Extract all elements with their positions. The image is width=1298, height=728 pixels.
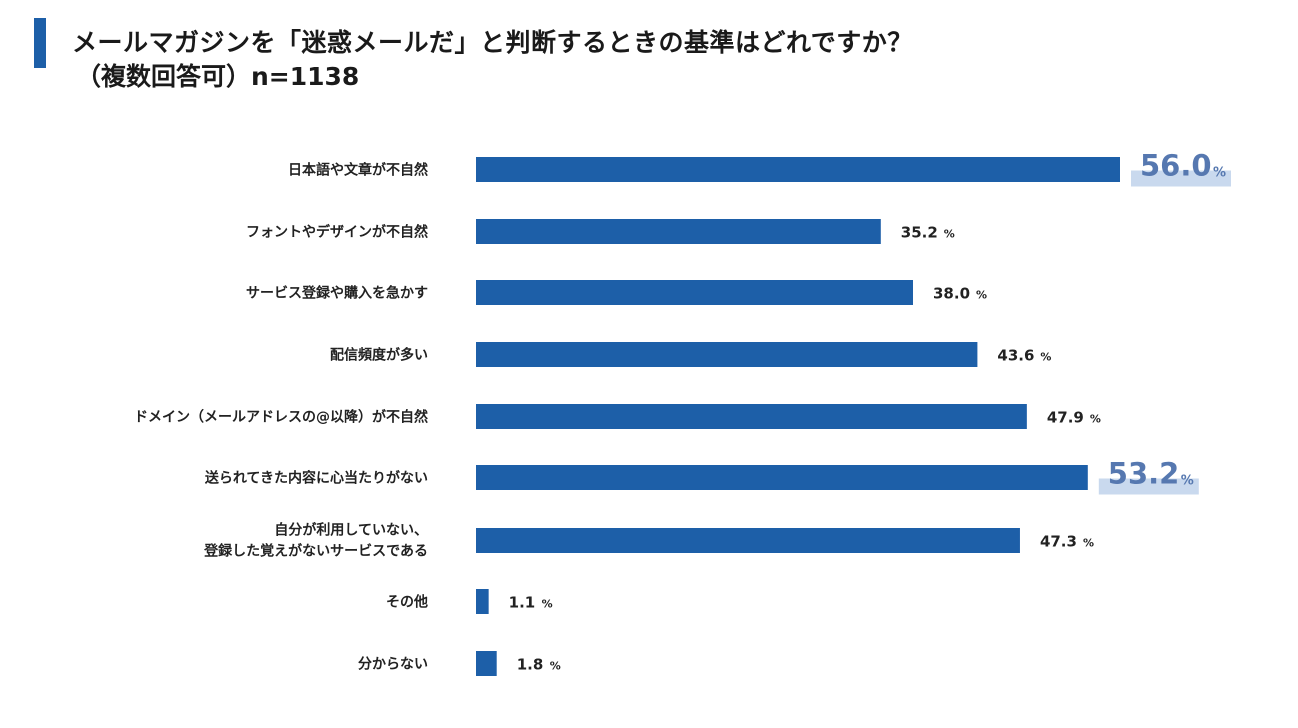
value-label: 35.2: [901, 224, 938, 242]
value-highlight: [1131, 170, 1231, 187]
bar: [476, 465, 1088, 490]
category-label: サービス登録や購入を急かす: [246, 285, 428, 302]
category-label: 分からない: [358, 657, 428, 673]
bar: [476, 157, 1120, 182]
value-unit: %: [1090, 413, 1101, 426]
value-unit: %: [1083, 537, 1094, 550]
value-label: 47.9: [1047, 409, 1084, 427]
category-label: その他: [386, 594, 428, 611]
value-unit: %: [1181, 474, 1194, 489]
value-unit: %: [976, 289, 987, 302]
chart-subtitle: （複数回答可）n=1138: [76, 62, 360, 91]
value-label: 53.2: [1108, 457, 1180, 491]
bar: [476, 651, 497, 676]
category-label: 日本語や文章が不自然: [288, 162, 428, 179]
value-unit: %: [550, 660, 561, 673]
value-unit: %: [1213, 166, 1226, 181]
value-unit: %: [542, 598, 553, 611]
title-accent-bar: [34, 18, 46, 68]
category-label: 登録した覚えがないサービスである: [203, 543, 428, 560]
bar: [476, 342, 978, 367]
value-unit: %: [1040, 351, 1051, 364]
value-label: 1.8: [517, 656, 544, 674]
value-label: 38.0: [933, 285, 970, 303]
bar: [476, 589, 489, 614]
bar: [476, 404, 1027, 429]
value-label: 1.1: [509, 594, 536, 612]
value-highlight: [1098, 478, 1199, 495]
bar: [476, 528, 1020, 553]
category-label: フォントやデザインが不自然: [246, 224, 428, 241]
category-label: ドメイン（メールアドレスの@以降）が不自然: [134, 409, 428, 426]
category-label: 自分が利用していない、: [274, 522, 428, 539]
bar: [476, 219, 881, 244]
category-label: 送られてきた内容に心当たりがない: [204, 470, 428, 487]
category-label: 配信頻度が多い: [330, 347, 428, 364]
value-label: 56.0: [1140, 149, 1212, 183]
bar: [476, 280, 913, 305]
value-label: 47.3: [1040, 533, 1077, 551]
value-label: 43.6: [997, 347, 1034, 365]
chart-title: メールマガジンを「迷惑メールだ」と判断するときの基準はどれですか？: [72, 28, 913, 57]
value-unit: %: [944, 228, 955, 241]
